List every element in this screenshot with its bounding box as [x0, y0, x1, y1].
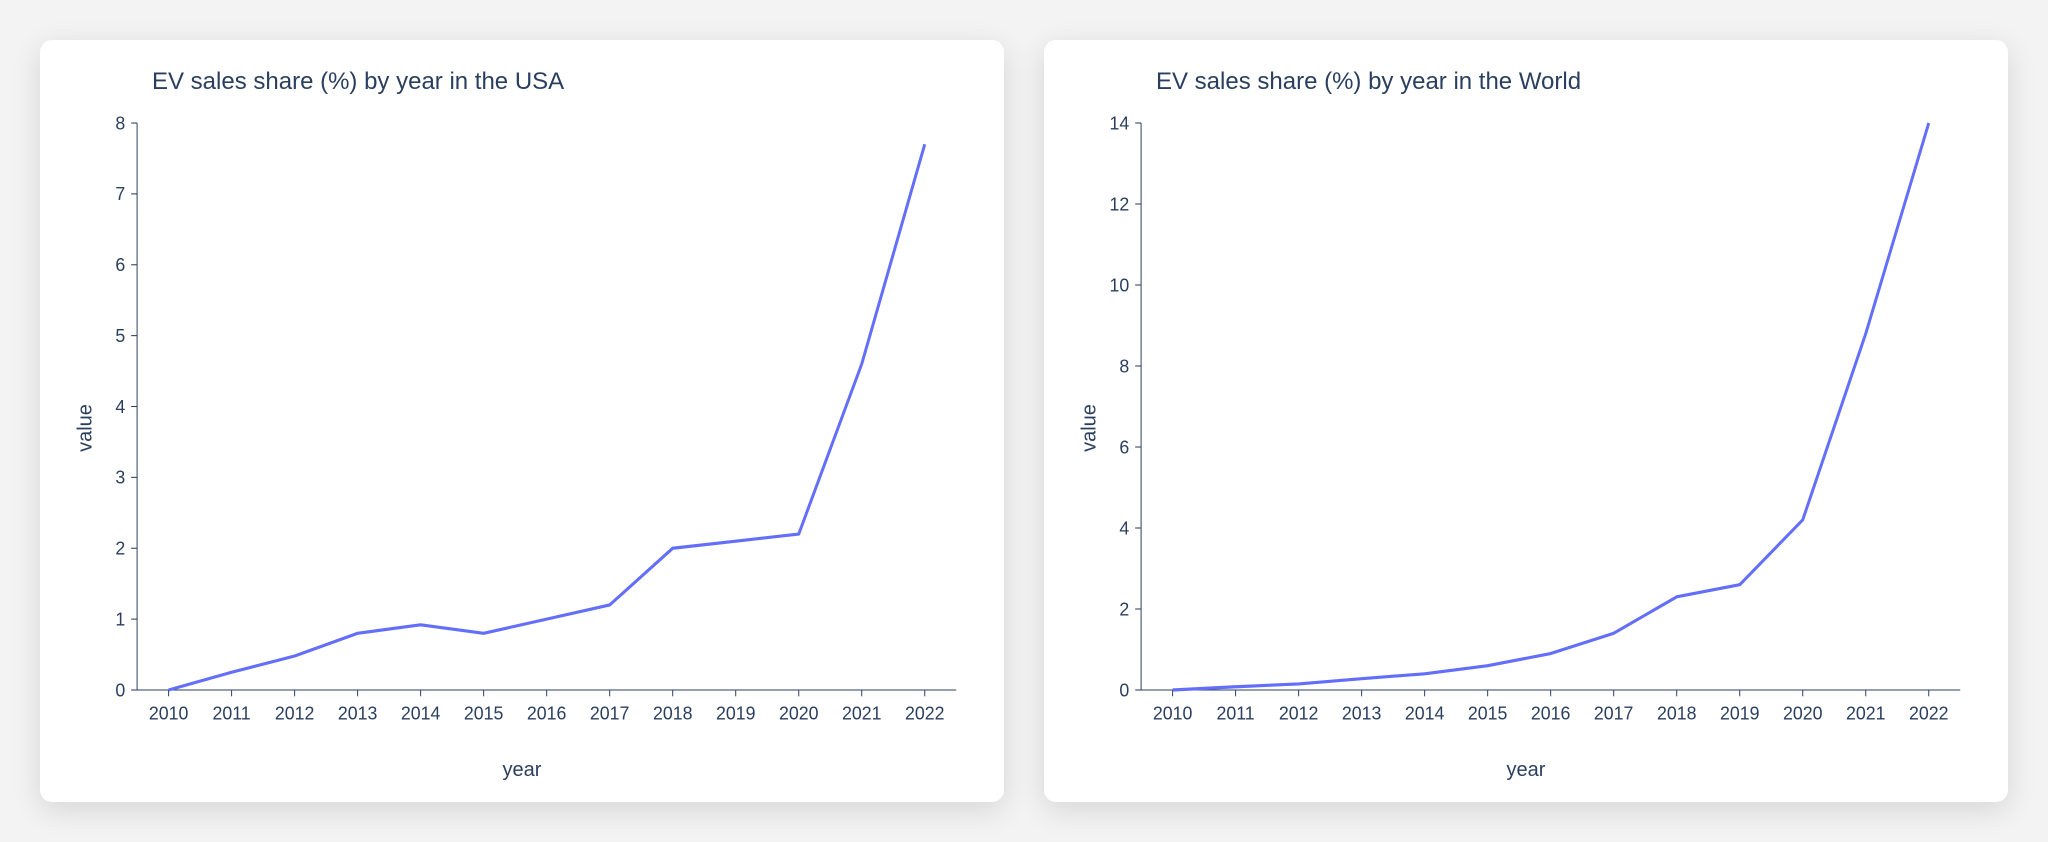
svg-text:2011: 2011: [213, 702, 251, 724]
chart-title: EV sales share (%) by year in the USA: [152, 68, 976, 96]
svg-text:3: 3: [115, 466, 125, 488]
svg-text:2017: 2017: [590, 702, 630, 724]
svg-text:2012: 2012: [1279, 702, 1319, 724]
svg-text:2019: 2019: [716, 702, 756, 724]
svg-text:8: 8: [115, 112, 125, 134]
svg-text:8: 8: [1119, 355, 1129, 377]
svg-text:2016: 2016: [527, 702, 567, 724]
chart-card-usa: EV sales share (%) by year in the USA va…: [40, 40, 1004, 802]
svg-text:14: 14: [1109, 112, 1129, 134]
chart-body: value 0 1 2 3 4 5 6 7 8 2010 2011 2012 2013 2014 2015 2…: [68, 102, 976, 753]
svg-text:2013: 2013: [338, 702, 378, 724]
chart-y-label: value: [1078, 404, 1101, 452]
svg-text:12: 12: [1109, 193, 1129, 215]
svg-text:2021: 2021: [842, 702, 882, 724]
chart-y-label: value: [74, 404, 97, 452]
svg-text:2020: 2020: [1783, 702, 1823, 724]
svg-text:2012: 2012: [275, 702, 315, 724]
svg-text:0: 0: [115, 679, 125, 701]
chart-page: EV sales share (%) by year in the USA va…: [0, 0, 2048, 842]
chart-x-label: year: [1072, 759, 1980, 782]
svg-text:2020: 2020: [779, 702, 819, 724]
svg-text:0: 0: [1119, 679, 1129, 701]
chart-card-world: EV sales share (%) by year in the World …: [1044, 40, 2008, 802]
svg-text:2: 2: [1119, 598, 1129, 620]
svg-text:2010: 2010: [1153, 702, 1193, 724]
chart-svg-world: 0 2 4 6 8 10 12 14 2010 2011 2012 2013 2014 2015 2016 2…: [1072, 102, 1980, 753]
svg-text:4: 4: [1119, 517, 1129, 539]
chart-body: value 0 2 4 6 8 10 12 14 2010 2011 2012 2013 2014 201…: [1072, 102, 1980, 753]
svg-text:2021: 2021: [1846, 702, 1886, 724]
svg-text:2018: 2018: [653, 702, 693, 724]
svg-text:2: 2: [115, 537, 125, 559]
svg-text:4: 4: [115, 395, 125, 417]
svg-text:2017: 2017: [1594, 702, 1634, 724]
svg-text:2016: 2016: [1531, 702, 1571, 724]
svg-text:5: 5: [115, 324, 125, 346]
chart-title: EV sales share (%) by year in the World: [1156, 68, 1980, 96]
svg-text:2010: 2010: [149, 702, 189, 724]
svg-text:2018: 2018: [1657, 702, 1697, 724]
svg-text:1: 1: [115, 608, 125, 630]
svg-text:7: 7: [115, 183, 125, 205]
svg-text:6: 6: [115, 254, 125, 276]
svg-text:2014: 2014: [401, 702, 441, 724]
chart-x-label: year: [68, 759, 976, 782]
svg-text:2015: 2015: [1468, 702, 1508, 724]
chart-svg-usa: 0 1 2 3 4 5 6 7 8 2010 2011 2012 2013 2014 2015 2016 201…: [68, 102, 976, 753]
svg-text:2014: 2014: [1405, 702, 1445, 724]
svg-text:10: 10: [1109, 274, 1129, 296]
svg-text:2013: 2013: [1342, 702, 1382, 724]
svg-text:6: 6: [1119, 436, 1129, 458]
svg-text:2011: 2011: [1217, 702, 1255, 724]
svg-text:2022: 2022: [1909, 702, 1949, 724]
svg-text:2015: 2015: [464, 702, 504, 724]
svg-text:2022: 2022: [905, 702, 945, 724]
svg-text:2019: 2019: [1720, 702, 1760, 724]
